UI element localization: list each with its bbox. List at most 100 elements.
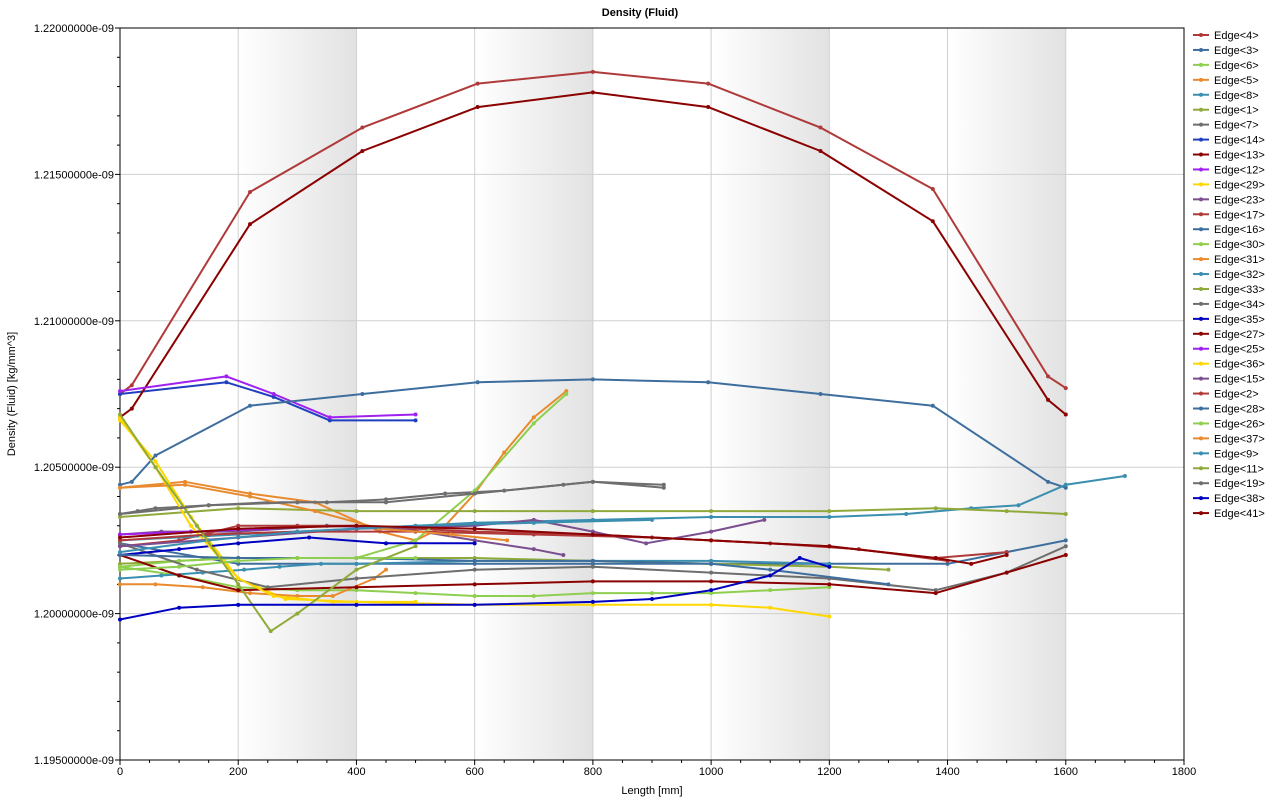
series-line xyxy=(119,413,416,633)
x-tick-label: 800 xyxy=(584,766,602,778)
data-point xyxy=(472,488,477,493)
legend-item[interactable]: Edge<7> xyxy=(1193,120,1259,132)
legend-item[interactable]: Edge<23> xyxy=(1193,194,1265,206)
legend-item[interactable]: Edge<12> xyxy=(1193,164,1265,176)
legend-item[interactable]: Edge<3> xyxy=(1193,45,1259,57)
legend-item[interactable]: Edge<16> xyxy=(1193,224,1265,236)
legend-marker xyxy=(1199,511,1203,516)
legend-item[interactable]: Edge<30> xyxy=(1193,239,1265,251)
legend-item[interactable]: Edge<34> xyxy=(1193,299,1265,311)
legend-label: Edge<27> xyxy=(1214,329,1265,341)
series-Edge<11> xyxy=(118,412,418,634)
x-tick-label: 1200 xyxy=(817,766,841,778)
legend-item[interactable]: Edge<11> xyxy=(1193,463,1264,475)
data-point xyxy=(153,459,158,464)
legend-item[interactable]: Edge<33> xyxy=(1193,284,1265,296)
x-tick-label: 0 xyxy=(117,766,123,778)
data-point xyxy=(236,602,241,607)
legend-item[interactable]: Edge<29> xyxy=(1193,179,1265,191)
legend-label: Edge<32> xyxy=(1214,269,1265,281)
data-point xyxy=(129,383,134,388)
legend-item[interactable]: Edge<25> xyxy=(1193,344,1265,356)
legend-item[interactable]: Edge<13> xyxy=(1193,150,1265,162)
legend-item[interactable]: Edge<31> xyxy=(1193,254,1265,266)
data-point xyxy=(472,509,477,514)
legend-item[interactable]: Edge<35> xyxy=(1193,314,1265,326)
legend-marker xyxy=(1199,331,1203,336)
data-point xyxy=(797,555,802,560)
legend-item[interactable]: Edge<15> xyxy=(1193,374,1265,386)
data-point xyxy=(118,538,122,543)
data-point xyxy=(118,482,122,487)
data-point xyxy=(443,491,448,496)
y-tick-label: 1.21500000e-09 xyxy=(34,169,114,181)
legend-item[interactable]: Edge<36> xyxy=(1193,359,1265,371)
legend-marker xyxy=(1199,227,1203,232)
data-point xyxy=(650,517,654,522)
legend-item[interactable]: Edge<2> xyxy=(1193,389,1259,401)
data-point xyxy=(271,392,276,396)
legend-label: Edge<29> xyxy=(1214,179,1265,191)
series-Edge<19> xyxy=(118,479,666,517)
legend-item[interactable]: Edge<17> xyxy=(1193,209,1265,221)
legend-label: Edge<26> xyxy=(1214,418,1265,430)
legend-item[interactable]: Edge<1> xyxy=(1193,105,1259,117)
data-point xyxy=(271,594,276,599)
legend-item[interactable]: Edge<41> xyxy=(1193,508,1265,520)
data-point xyxy=(472,491,477,496)
legend-item[interactable]: Edge<8> xyxy=(1193,90,1259,102)
data-point xyxy=(295,611,300,616)
series-Edge<6> xyxy=(118,564,832,599)
legend-label: Edge<37> xyxy=(1214,433,1265,445)
legend-item[interactable]: Edge<19> xyxy=(1193,478,1265,490)
data-point xyxy=(933,555,938,560)
y-tick-label: 1.21000000e-09 xyxy=(34,316,114,328)
data-point xyxy=(360,392,365,396)
legend-label: Edge<2> xyxy=(1214,389,1259,401)
data-point xyxy=(236,541,241,546)
data-point xyxy=(590,69,595,74)
legend-item[interactable]: Edge<9> xyxy=(1193,448,1259,460)
legend-item[interactable]: Edge<27> xyxy=(1193,329,1265,341)
data-point xyxy=(1004,553,1009,558)
data-point xyxy=(265,585,270,590)
data-point xyxy=(153,582,158,587)
legend-item[interactable]: Edge<5> xyxy=(1193,75,1259,87)
data-point xyxy=(327,415,332,420)
data-point xyxy=(969,561,974,566)
data-point xyxy=(200,585,205,590)
x-axis: 0 200 400 600 800 1000 1200 1400 1600 1800 xyxy=(117,760,1196,778)
data-point xyxy=(709,529,714,534)
y-axis-label: Density (Fluid) [kg/mm^3] xyxy=(6,332,18,456)
data-point xyxy=(248,403,253,408)
legend-marker xyxy=(1199,451,1203,456)
legend-label: Edge<11> xyxy=(1214,463,1264,475)
legend-item[interactable]: Edge<38> xyxy=(1193,493,1265,505)
data-point xyxy=(118,553,122,558)
legend-marker xyxy=(1199,376,1203,381)
data-point xyxy=(933,588,938,593)
legend-item[interactable]: Edge<4> xyxy=(1193,30,1259,42)
data-point xyxy=(505,538,510,543)
data-point xyxy=(762,517,767,522)
data-point xyxy=(318,561,323,566)
data-point xyxy=(129,479,134,484)
legend-item[interactable]: Edge<28> xyxy=(1193,404,1265,416)
data-point xyxy=(177,573,182,578)
legend-item[interactable]: Edge<26> xyxy=(1193,418,1265,430)
data-point xyxy=(590,90,595,95)
data-point xyxy=(236,558,241,563)
x-tick-label: 400 xyxy=(347,766,365,778)
data-point xyxy=(709,561,714,566)
data-point xyxy=(384,567,388,572)
legend-marker xyxy=(1199,391,1203,396)
legend-item[interactable]: Edge<14> xyxy=(1193,135,1265,147)
data-point xyxy=(886,582,891,587)
data-point xyxy=(472,526,477,531)
data-point xyxy=(248,491,253,496)
legend-item[interactable]: Edge<32> xyxy=(1193,269,1265,281)
legend-item[interactable]: Edge<6> xyxy=(1193,60,1259,72)
data-point xyxy=(590,532,595,537)
legend-label: Edge<19> xyxy=(1214,478,1265,490)
legend-item[interactable]: Edge<37> xyxy=(1193,433,1265,445)
